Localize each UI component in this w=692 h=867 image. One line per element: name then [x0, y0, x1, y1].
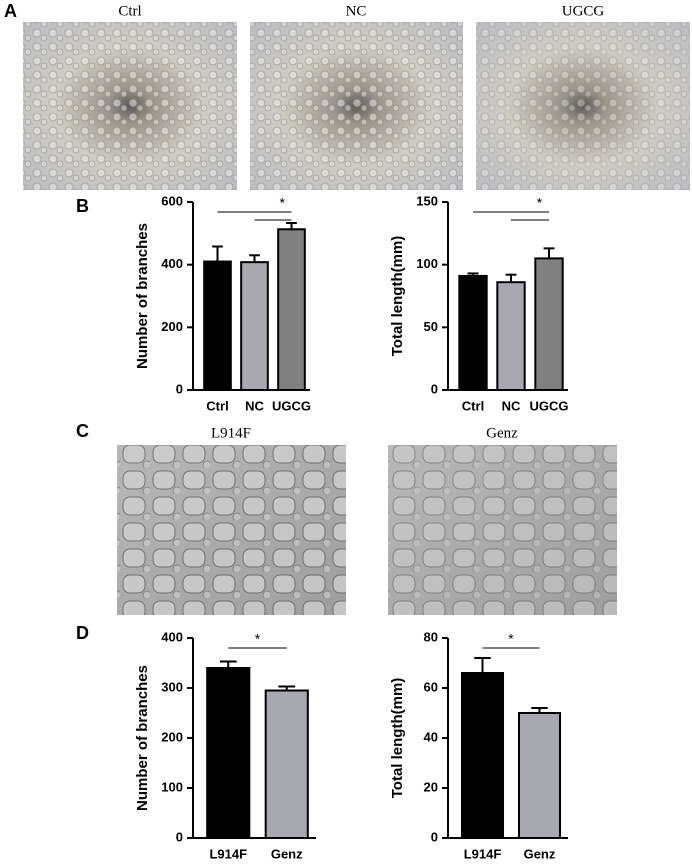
panel-label: A	[4, 1, 17, 21]
image-caption: L914F	[211, 425, 251, 441]
bar	[460, 672, 505, 839]
micrograph-texture	[23, 22, 237, 190]
micrographs-c: L914F Genz	[117, 425, 617, 615]
y-tick-label: 0	[431, 381, 438, 396]
image-caption: Ctrl	[118, 3, 141, 19]
y-tick-label: 150	[416, 193, 438, 208]
y-tick-label: 600	[161, 193, 183, 208]
bar	[517, 712, 562, 839]
x-tick-label: NC	[502, 398, 521, 413]
y-tick-label: 40	[424, 729, 438, 744]
y-tick-label: 0	[431, 829, 438, 844]
bar	[240, 261, 269, 391]
y-tick-label: 100	[161, 779, 183, 794]
significance-star: *	[537, 195, 543, 211]
bar	[534, 257, 564, 391]
panel-label: C	[76, 421, 89, 441]
y-tick-label: 20	[424, 779, 438, 794]
significance-star: *	[280, 195, 286, 211]
bar	[458, 274, 488, 391]
micrograph-texture	[117, 445, 346, 615]
y-axis-label: Total length(mm)	[389, 678, 406, 799]
y-tick-label: 100	[416, 256, 438, 271]
x-tick-label: UGCG	[272, 398, 311, 413]
y-axis-label: Total length(mm)	[389, 236, 406, 357]
bar	[496, 281, 526, 392]
panel-label: B	[76, 196, 89, 216]
x-tick-label: Ctrl	[206, 398, 228, 413]
y-tick-label: 60	[424, 679, 438, 694]
x-tick-label: NC	[245, 398, 264, 413]
x-tick-label: L914F	[464, 846, 502, 861]
panel-label: D	[76, 623, 89, 643]
x-tick-label: Ctrl	[462, 398, 484, 413]
y-tick-label: 400	[161, 256, 183, 271]
y-tick-label: 0	[176, 381, 183, 396]
y-tick-label: 200	[161, 729, 183, 744]
image-caption: NC	[346, 3, 367, 19]
x-tick-label: UGCG	[530, 398, 569, 413]
micrograph-texture	[250, 22, 463, 190]
image-caption: Genz	[486, 425, 518, 441]
y-axis-label: Number of branches	[134, 223, 151, 369]
y-tick-label: 80	[424, 629, 438, 644]
x-tick-label: L914F	[209, 846, 247, 861]
micrograph-texture	[476, 22, 690, 190]
micrographs-a: Ctrl NC UGCG	[23, 3, 690, 190]
y-tick-label: 200	[161, 319, 183, 334]
y-tick-label: 0	[176, 829, 183, 844]
bar	[264, 689, 309, 839]
image-caption: UGCG	[562, 3, 605, 19]
y-tick-label: 300	[161, 679, 183, 694]
bar	[206, 667, 251, 839]
significance-star: *	[255, 631, 261, 647]
micrograph-texture	[388, 445, 617, 615]
y-tick-label: 50	[424, 319, 438, 334]
bar	[203, 260, 232, 391]
y-tick-label: 400	[161, 629, 183, 644]
significance-star: *	[508, 631, 514, 647]
bar	[277, 228, 306, 391]
x-tick-label: Genz	[524, 846, 556, 861]
y-axis-label: Number of branches	[134, 665, 151, 811]
x-tick-label: Genz	[271, 846, 303, 861]
